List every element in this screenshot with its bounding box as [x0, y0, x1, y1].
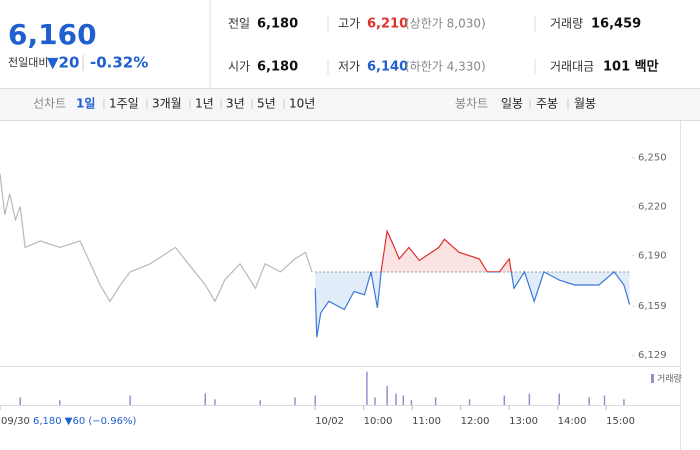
- y-tick-label: 6,220: [638, 202, 667, 213]
- legend-swatch: [651, 374, 654, 383]
- stat-value: 101 백만: [603, 59, 659, 75]
- x-tick-label: 11:00: [412, 416, 441, 427]
- volume-bar: [294, 397, 296, 405]
- volume-bar: [214, 399, 216, 405]
- tab[interactable]: 월봉: [574, 97, 596, 111]
- area-down: [315, 271, 630, 338]
- y-tick-label: 6,190: [638, 251, 667, 262]
- x-tick-label: 14:00: [558, 416, 587, 427]
- tab[interactable]: 주봉: [536, 97, 558, 111]
- volume-bar: [410, 400, 413, 405]
- volume-bar: [558, 393, 561, 405]
- volume-bar: [528, 393, 531, 405]
- stat-value: 16,459: [591, 17, 641, 32]
- volume-bar: [19, 397, 21, 405]
- tab-bar: [0, 89, 700, 120]
- stat-value: 6,180: [257, 17, 298, 32]
- stat-note: (상한가 8,030): [405, 17, 486, 31]
- stat-value: 6,180: [257, 60, 298, 75]
- price-line-up: [370, 228, 615, 272]
- volume-bar: [314, 395, 316, 405]
- area-up: [370, 231, 615, 272]
- tab[interactable]: 1일: [76, 97, 95, 111]
- volume-bar: [503, 395, 506, 405]
- change: ▼20: [47, 54, 79, 72]
- volume-bar: [366, 371, 368, 405]
- x-tick-label: 13:00: [509, 416, 538, 427]
- price: 6,160: [8, 18, 97, 51]
- volume-bar: [374, 397, 376, 405]
- tab[interactable]: 3년: [226, 97, 245, 111]
- annotation: 6,180 ▼60 (−0.96%): [33, 416, 136, 427]
- stat-label: 전일: [228, 17, 250, 31]
- price-line: [0, 173, 313, 303]
- tab-group-label: 선차트: [33, 97, 66, 111]
- volume-bar: [468, 399, 471, 405]
- tab[interactable]: 3개월: [152, 97, 182, 111]
- x-tick-label: 10:00: [364, 416, 393, 427]
- tab[interactable]: 일봉: [501, 97, 523, 111]
- stat-value: 6,210: [367, 17, 408, 32]
- volume-bar: [395, 393, 397, 405]
- change-label: 전일대비: [8, 55, 48, 69]
- volume-bar: [434, 397, 437, 405]
- volume-bar: [588, 397, 590, 405]
- volume-bar: [59, 400, 61, 405]
- volume-bar: [603, 395, 606, 405]
- x-tick-label: 10/02: [315, 416, 344, 427]
- stat-note: (하한가 4,330): [405, 60, 486, 74]
- y-tick-label: 6,159: [638, 301, 667, 312]
- volume-bar: [402, 395, 405, 405]
- stat-label: 저가: [338, 60, 360, 74]
- volume-bar: [386, 386, 388, 405]
- volume-bar: [204, 393, 207, 405]
- x-tick-label: 15:00: [606, 416, 635, 427]
- price-line-down: [314, 271, 631, 338]
- x-tick-label: 09/30: [1, 416, 30, 427]
- stat-label: 거래대금: [550, 60, 594, 74]
- tab[interactable]: 5년: [257, 97, 276, 111]
- volume-bar: [623, 399, 625, 405]
- tab[interactable]: 1년: [195, 97, 214, 111]
- tab-group-label: 봉차트: [455, 97, 488, 111]
- legend-label: 거래량: [657, 373, 682, 385]
- y-tick-label: 6,129: [638, 350, 667, 361]
- tab[interactable]: 1주일: [109, 97, 139, 111]
- stat-label: 고가: [338, 17, 360, 31]
- volume-bar: [129, 395, 131, 405]
- stat-label: 시가: [228, 60, 250, 74]
- stat-label: 거래량: [550, 17, 583, 31]
- stat-value: 6,140: [367, 60, 408, 75]
- x-tick-label: 12:00: [461, 416, 490, 427]
- y-tick-label: 6,250: [638, 153, 667, 164]
- tab[interactable]: 10년: [289, 97, 315, 111]
- change-pct: -0.32%: [90, 54, 148, 72]
- volume-bar: [259, 400, 261, 405]
